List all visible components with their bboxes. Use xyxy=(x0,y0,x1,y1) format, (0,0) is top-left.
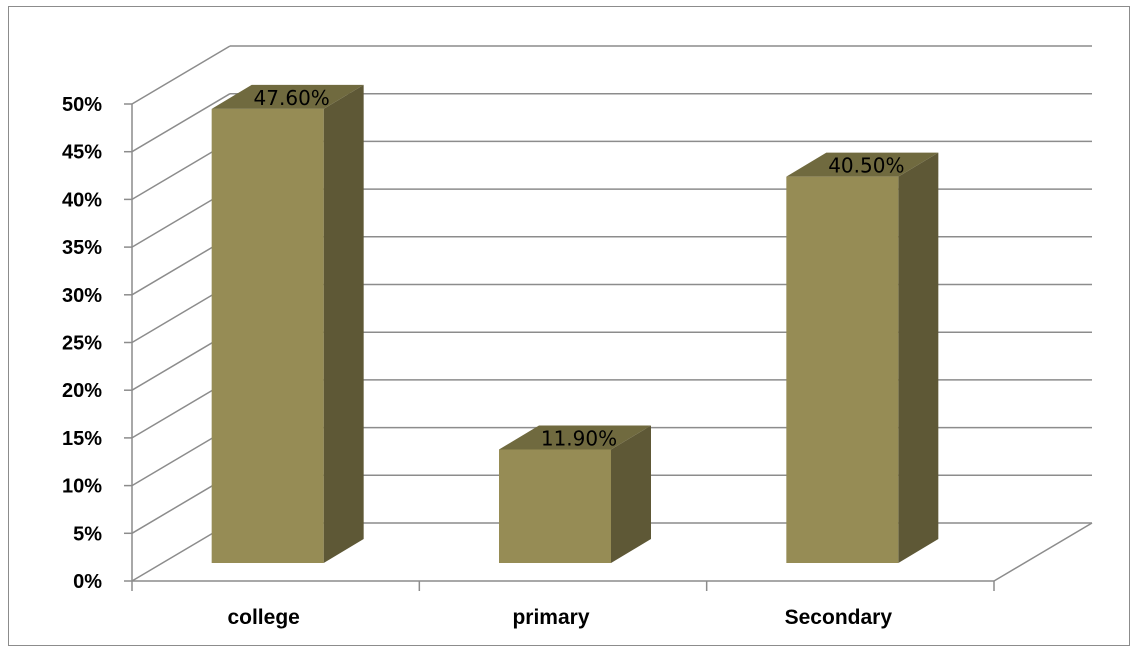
bar-top-face xyxy=(211,84,364,109)
category-labels: college primary Secondary xyxy=(227,606,892,629)
floor-right-edge xyxy=(993,522,1093,582)
y-tick-label: 35% xyxy=(62,237,102,259)
category-label-college: college xyxy=(227,606,299,629)
bar-top-face xyxy=(499,425,651,450)
bar-side-face xyxy=(323,84,364,564)
y-tick-label: 40% xyxy=(62,189,102,211)
bar-front-face xyxy=(786,176,899,563)
y-tick-label: 15% xyxy=(62,428,102,450)
data-label-secondary: 40.50% xyxy=(828,154,904,178)
bars xyxy=(211,84,939,564)
bar-college xyxy=(211,84,364,564)
y-tick-label: 10% xyxy=(62,476,102,498)
y-tick-label: 25% xyxy=(62,333,102,355)
category-label-secondary: Secondary xyxy=(785,606,893,629)
y-tick-label: 45% xyxy=(62,142,102,164)
bar-primary xyxy=(499,425,651,563)
gridline-side-10 xyxy=(131,45,231,105)
y-tick-label: 20% xyxy=(62,380,102,402)
y-tick-label: 0% xyxy=(73,571,102,593)
bar-secondary xyxy=(786,152,939,563)
gridline-side-9 xyxy=(131,93,231,153)
bar-front-face xyxy=(211,108,324,564)
category-label-primary: primary xyxy=(512,606,589,629)
y-tick-label: 30% xyxy=(62,285,102,307)
y-tick-label: 5% xyxy=(73,523,102,545)
data-label-primary: 11.90% xyxy=(541,426,617,450)
bar-front-face xyxy=(499,449,611,563)
bar-side-face xyxy=(611,425,651,563)
y-tick-label: 50% xyxy=(62,94,102,116)
data-label-college: 47.60% xyxy=(254,86,330,110)
data-labels: 47.60% 11.90% 40.50% xyxy=(254,86,905,451)
y-axis-ticks: 0% 5% 10% 15% 20% 25% 30% 35% 40% 45% 50% xyxy=(62,94,132,593)
bar-top-face xyxy=(786,152,939,177)
bar-side-face xyxy=(898,152,939,563)
